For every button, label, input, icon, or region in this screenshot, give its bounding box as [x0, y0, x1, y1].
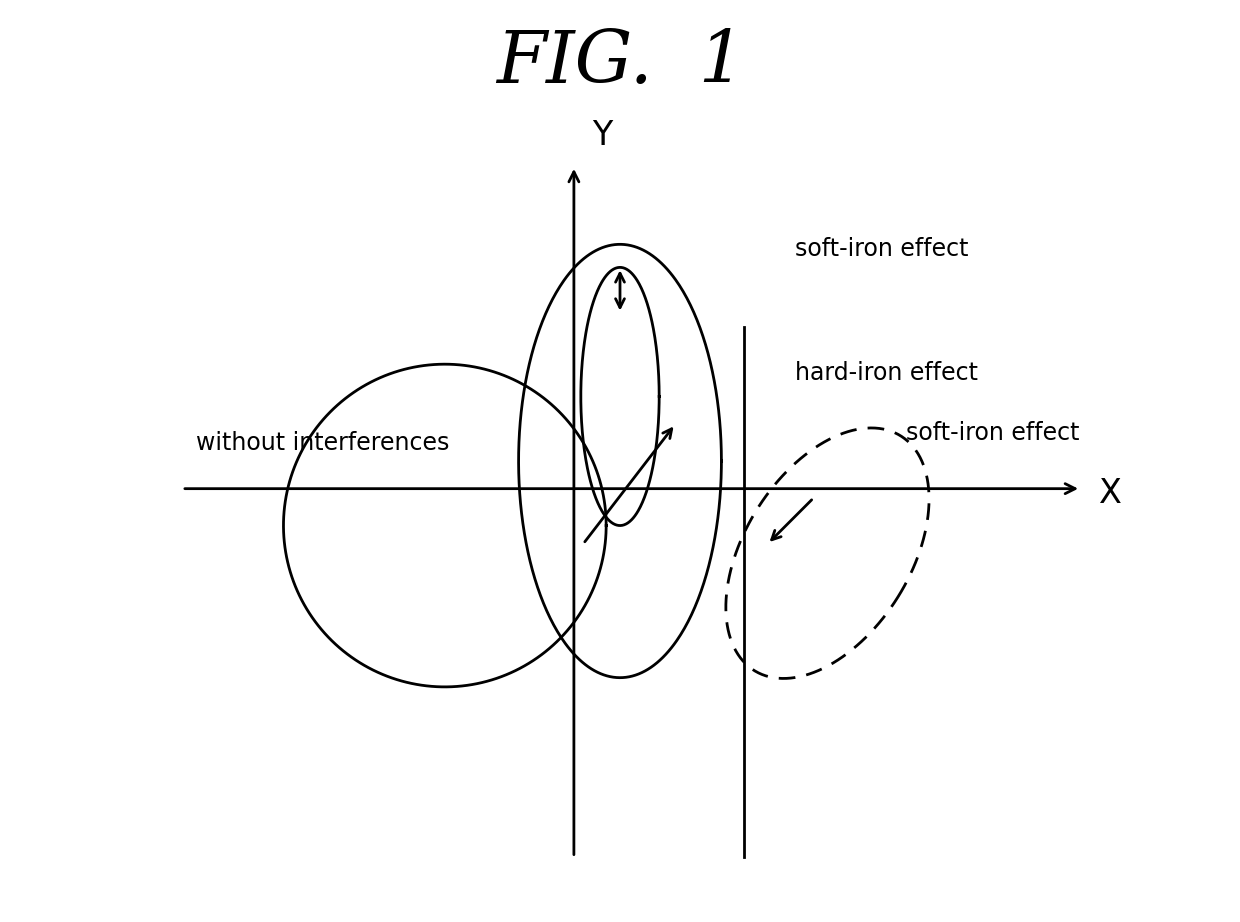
Text: FIG.  1: FIG. 1 — [496, 28, 744, 98]
Text: Y: Y — [593, 119, 613, 152]
Text: X: X — [1100, 477, 1122, 510]
Text: soft-iron effect: soft-iron effect — [795, 237, 968, 261]
Text: without interferences: without interferences — [196, 431, 449, 455]
Text: hard-iron effect: hard-iron effect — [795, 361, 978, 385]
Text: soft-iron effect: soft-iron effect — [906, 421, 1079, 445]
